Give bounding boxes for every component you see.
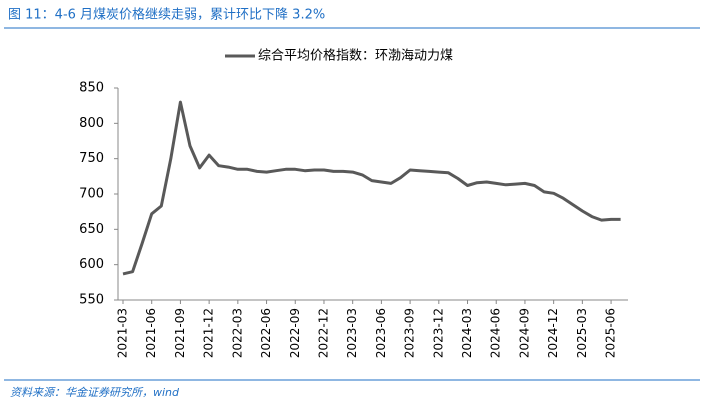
x-tick-label: 2022-03	[230, 308, 244, 358]
x-tick-label: 2024-03	[460, 308, 474, 358]
x-tick-label: 2021-06	[144, 308, 158, 358]
source: 资料来源：华金证券研究所，wind	[10, 386, 180, 399]
x-tick-label: 2023-12	[431, 308, 445, 358]
x-tick-label: 2025-03	[575, 308, 589, 358]
y-tick-label: 650	[79, 222, 104, 237]
y-tick-label: 850	[79, 81, 104, 96]
x-tick-label: 2022-06	[259, 308, 273, 358]
series-line	[122, 100, 621, 276]
x-tick-label: 2024-12	[546, 308, 560, 358]
x-tick-label: 2022-12	[316, 308, 330, 358]
x-tick-label: 2021-09	[173, 308, 187, 358]
x-tick-label: 2024-06	[489, 308, 503, 358]
legend-label: 综合平均价格指数：环渤海动力煤	[258, 48, 453, 64]
x-tick-label: 2023-06	[374, 308, 388, 358]
y-tick-label: 700	[79, 187, 104, 202]
y-tick-label: 600	[79, 257, 104, 272]
x-tick-label: 2024-09	[517, 308, 531, 358]
y-tick-label: 550	[79, 293, 104, 308]
x-tick-label: 2022-09	[288, 308, 302, 358]
x-tick-label: 2023-03	[345, 308, 359, 358]
chart-title: 图 11：4-6 月煤炭价格继续走弱，累计环比下降 3.2%	[8, 7, 325, 23]
y-tick-label: 800	[79, 116, 104, 131]
x-tick-label: 2021-03	[116, 308, 130, 358]
x-tick-label: 2021-12	[202, 308, 216, 358]
x-tick-label: 2023-09	[403, 308, 417, 358]
x-tick-label: 2025-06	[604, 308, 618, 358]
y-tick-label: 750	[79, 151, 104, 166]
